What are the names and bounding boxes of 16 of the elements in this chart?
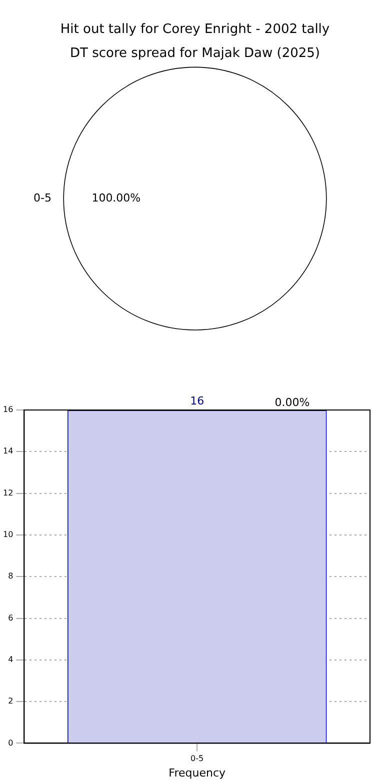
text: 0.00% xyxy=(274,396,310,409)
data-label: 16 xyxy=(190,394,204,408)
chart-title: Hit out tally for Corey Enright - 2002 tally xyxy=(60,22,330,38)
slice-label: 0-5 xyxy=(33,191,52,204)
y-tick-label: 6 xyxy=(8,613,14,622)
data-label: 100.00% xyxy=(92,191,141,204)
y-tick-label: 2 xyxy=(8,696,14,706)
y-tick-label: 4 xyxy=(8,654,14,664)
x-axis-title: Frequency xyxy=(168,766,226,780)
y-tick-label: 14 xyxy=(2,446,14,456)
y-tick-label: 12 xyxy=(2,488,14,498)
y-tick-label: 16 xyxy=(2,405,14,414)
y-tick-label: 8 xyxy=(8,572,14,581)
y-tick-label: 10 xyxy=(2,530,14,540)
y-tick-label: 0 xyxy=(8,738,14,748)
chart-subtitle: DT score spread for Majak Daw (2025) xyxy=(70,46,320,61)
